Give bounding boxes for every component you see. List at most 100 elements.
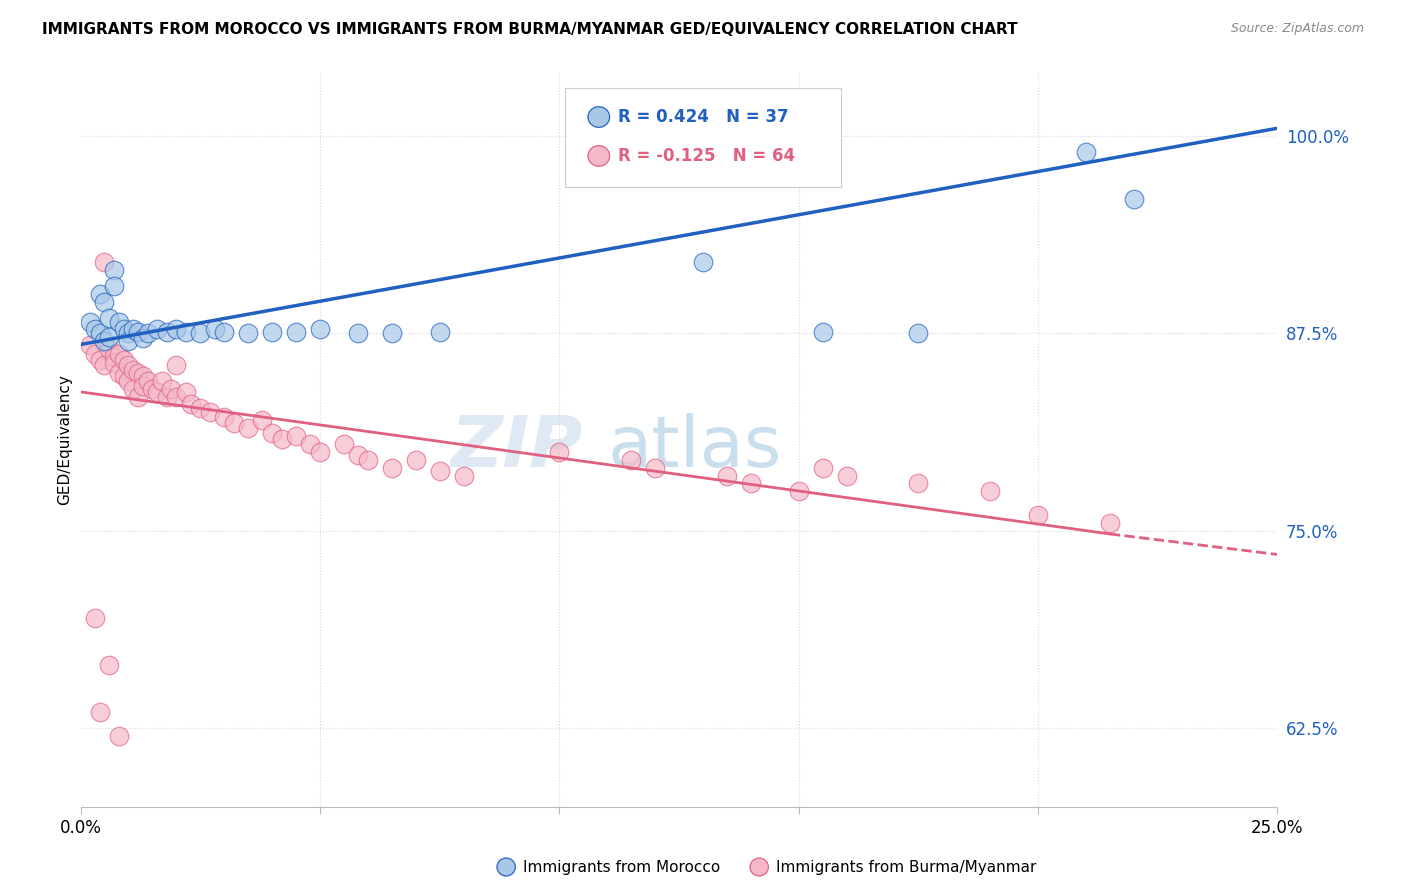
Point — [620, 452, 643, 467]
Point — [122, 363, 145, 377]
Point — [212, 410, 235, 425]
Point — [644, 460, 666, 475]
Text: IMMIGRANTS FROM MOROCCO VS IMMIGRANTS FROM BURMA/MYANMAR GED/EQUIVALENCY CORRELA: IMMIGRANTS FROM MOROCCO VS IMMIGRANTS FR… — [42, 22, 1018, 37]
Point — [429, 325, 451, 339]
Point — [236, 421, 259, 435]
Ellipse shape — [588, 107, 610, 128]
Point — [146, 322, 169, 336]
Point — [835, 468, 858, 483]
Text: Immigrants from Burma/Myanmar: Immigrants from Burma/Myanmar — [776, 860, 1036, 874]
Point — [108, 729, 131, 743]
Point — [811, 325, 834, 339]
Point — [299, 437, 322, 451]
Point — [1074, 145, 1097, 159]
Point — [212, 325, 235, 339]
Point — [98, 329, 121, 343]
FancyBboxPatch shape — [565, 87, 841, 186]
Point — [907, 476, 929, 491]
Point — [117, 334, 139, 349]
Point — [117, 358, 139, 372]
Point — [89, 287, 111, 301]
Point — [260, 425, 283, 440]
Point — [429, 464, 451, 478]
Point — [79, 315, 101, 329]
Point — [132, 331, 155, 345]
Point — [357, 452, 380, 467]
Point — [174, 325, 197, 339]
Point — [260, 325, 283, 339]
Point — [93, 294, 115, 309]
Point — [716, 468, 738, 483]
Ellipse shape — [588, 145, 610, 166]
Point — [136, 326, 159, 341]
Point — [165, 358, 187, 372]
Point — [309, 445, 332, 459]
Point — [132, 369, 155, 384]
Point — [103, 356, 125, 370]
Y-axis label: GED/Equivalency: GED/Equivalency — [58, 375, 72, 506]
Point — [112, 353, 135, 368]
Point — [907, 326, 929, 341]
Point — [83, 347, 105, 361]
Point — [1026, 508, 1049, 522]
Point — [285, 325, 308, 339]
Point — [141, 382, 163, 396]
Point — [108, 315, 131, 329]
Point — [188, 401, 211, 415]
Point — [347, 448, 370, 462]
Point — [150, 374, 173, 388]
Point — [347, 326, 370, 341]
Point — [188, 326, 211, 341]
Point — [236, 326, 259, 341]
Point — [740, 476, 762, 491]
Point — [174, 384, 197, 399]
Point — [112, 322, 135, 336]
Point — [93, 255, 115, 269]
Point — [692, 255, 714, 269]
Point — [811, 460, 834, 475]
Point — [89, 353, 111, 368]
Point — [180, 397, 202, 411]
Point — [112, 369, 135, 384]
Point — [127, 366, 149, 380]
Text: R = -0.125   N = 64: R = -0.125 N = 64 — [619, 147, 794, 165]
Point — [165, 322, 187, 336]
Point — [108, 347, 131, 361]
Point — [103, 263, 125, 277]
Point — [79, 337, 101, 351]
Point — [198, 405, 221, 419]
Point — [270, 432, 292, 446]
Point — [117, 374, 139, 388]
Point — [1122, 192, 1144, 206]
Text: atlas: atlas — [607, 413, 782, 482]
Point — [136, 374, 159, 388]
Point — [127, 325, 149, 339]
Text: Immigrants from Morocco: Immigrants from Morocco — [523, 860, 720, 874]
Point — [117, 326, 139, 341]
Point — [252, 413, 274, 427]
Point — [83, 322, 105, 336]
Point — [127, 390, 149, 404]
Text: ZIP: ZIP — [451, 413, 583, 482]
Point — [108, 366, 131, 380]
Point — [160, 382, 183, 396]
Point — [98, 343, 121, 357]
Point — [381, 326, 404, 341]
Point — [98, 310, 121, 325]
Point — [156, 390, 179, 404]
Point — [333, 437, 356, 451]
Point — [93, 334, 115, 349]
Point — [98, 657, 121, 672]
Point — [122, 322, 145, 336]
Point — [165, 390, 187, 404]
Point — [309, 322, 332, 336]
Point — [204, 322, 226, 336]
Point — [103, 279, 125, 293]
Point — [89, 326, 111, 341]
Point — [122, 382, 145, 396]
Point — [132, 378, 155, 392]
Point — [787, 484, 810, 499]
Point — [103, 350, 125, 364]
Point — [548, 445, 571, 459]
Point — [83, 610, 105, 624]
